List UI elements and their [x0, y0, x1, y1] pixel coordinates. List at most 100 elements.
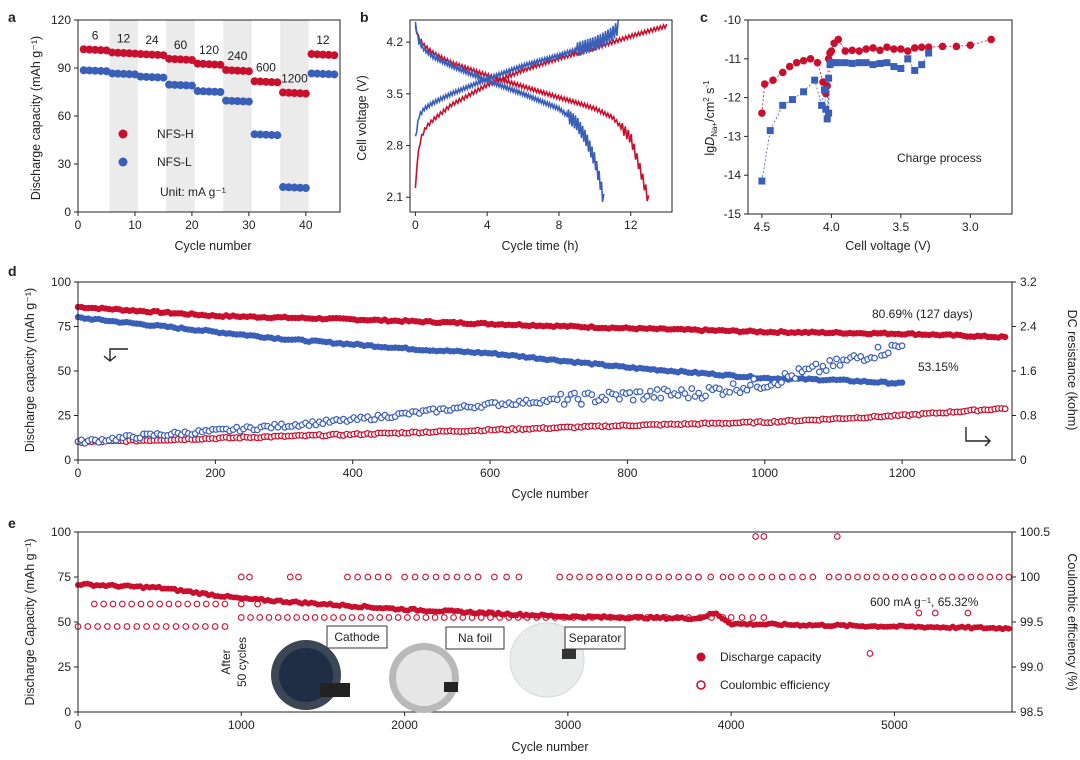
efficiency-point [339, 614, 347, 621]
nfs-l-point [96, 66, 105, 75]
nfs-l-diffusion-point [825, 109, 833, 117]
panel-e-xtick-label: 0 [75, 718, 82, 732]
efficiency-point [118, 600, 126, 608]
voltage-curve-nfs-h-discharge [414, 25, 650, 202]
efficiency-point [760, 614, 768, 621]
panel-c-ytick-label: -15 [724, 207, 742, 221]
efficiency-point [863, 573, 871, 581]
efficiency-point [778, 573, 786, 581]
cathode-label-box [326, 625, 388, 649]
nfs-l-resistance-point [664, 387, 672, 395]
nfs-l-diffusion-point [800, 88, 808, 96]
nfs-l-resistance-point [653, 386, 661, 393]
nfs-l-point [91, 66, 100, 75]
efficiency-point [348, 614, 356, 621]
efficiency-point [443, 573, 450, 581]
nfs-h-point [91, 45, 100, 54]
efficiency-point [364, 573, 372, 581]
panel-c-xtick-label: 4.0 [823, 220, 840, 234]
efficiency-point [1005, 573, 1013, 581]
panel-a-xtick-label: 0 [75, 218, 82, 232]
nfs-l-resistance-point [743, 386, 751, 394]
nfs-l-point [193, 87, 202, 96]
nfs-h-point [313, 50, 322, 59]
efficiency-point [977, 573, 984, 581]
nfs-h-diffusion-point [952, 42, 961, 51]
efficiency-point [94, 623, 101, 630]
nfs-h-point [125, 49, 134, 58]
efficiency-point [825, 573, 833, 581]
efficiency-point [174, 600, 182, 608]
nfs-h-diffusion-point [910, 44, 919, 52]
nfs-h-diffusion-point [792, 58, 801, 67]
nfs-l-resistance-point [688, 385, 696, 392]
x-axis-label-a: Cycle number [174, 239, 251, 253]
legend-label-capacity: Discharge capacity [720, 650, 821, 664]
efficiency-point [727, 573, 735, 581]
rate-label: 24 [145, 33, 159, 47]
panel-e-right-ytick-label: 99.5 [1020, 615, 1044, 629]
nfs-l-resistance-point [857, 353, 865, 360]
nfs-h-diffusion-point [760, 80, 769, 88]
panel-a-ytick-label: 90 [58, 61, 72, 75]
nfs-h-point [261, 77, 270, 86]
nfs-l-point [233, 97, 242, 106]
nfs-l-point [79, 66, 88, 75]
separator-tab [562, 649, 576, 659]
nfs-h-point [279, 88, 288, 97]
nfs-l-resistance-point [871, 354, 878, 362]
efficiency-point [625, 573, 633, 581]
na-foil-label: Na foil [458, 631, 492, 645]
nfs-l-diffusion-point [779, 101, 787, 109]
nfs-h-point [250, 77, 259, 86]
nfs-h-point [182, 55, 191, 64]
efficiency-point [915, 609, 923, 617]
efficiency-point [665, 573, 673, 581]
nfs-l-point [296, 183, 305, 192]
efficiency-point [184, 600, 191, 608]
nfs-l-point [182, 81, 191, 90]
nfs-l-point [216, 88, 225, 96]
panel-d-xtick-label: 800 [617, 466, 637, 480]
nfs-l-resistance-point [674, 392, 682, 399]
panel-b-xtick-label: 4 [484, 218, 491, 232]
nfs-l-resistance-point [657, 394, 665, 402]
efficiency-point [202, 600, 210, 608]
nfs-h-point [284, 88, 293, 97]
nfs-h-point [227, 66, 236, 75]
efficiency-point [453, 573, 461, 581]
panel-d-right-ytick-label: 2.4 [1020, 320, 1037, 334]
panel-a-xtick-label: 20 [185, 218, 199, 232]
rate-band [166, 20, 195, 212]
panel-a-ytick-label: 60 [58, 109, 72, 123]
panel-e-ytick-label: 50 [58, 615, 72, 629]
nfs-l-point [210, 87, 219, 96]
nfs-l-resistance-point [681, 390, 689, 398]
y-axis-label-b: Cell voltage (V) [355, 75, 369, 160]
nfs-l-resistance-point [588, 391, 596, 399]
nfs-h-point [330, 51, 339, 60]
panel-a-ytick-label: 120 [51, 13, 71, 27]
efficiency-point [882, 573, 890, 581]
panel-d-ytick-label: 75 [58, 320, 72, 334]
nfs-h-diffusion-point [966, 41, 975, 50]
nfs-l-resistance-point [791, 375, 799, 382]
nfs-l-resistance-point [650, 394, 658, 401]
nfs-l-point [142, 72, 151, 81]
efficiency-point [123, 623, 131, 630]
nfs-h-point [170, 55, 179, 64]
nfs-l-diffusion-point [869, 61, 877, 69]
nfs-h-point [301, 89, 310, 98]
panel-d-xtick-label: 600 [480, 466, 500, 480]
efficiency-point [586, 573, 593, 581]
left-axis-arrow-icon [103, 348, 128, 362]
panel-c-xtick-label: 3.0 [962, 220, 979, 234]
rate-label: 120 [199, 43, 219, 57]
na-foil-tab [444, 682, 458, 692]
efficiency-point [153, 623, 160, 630]
nfs-h-point [85, 45, 94, 54]
nfs-l-diffusion-point [758, 177, 766, 185]
panel-d-xtick-label: 400 [343, 466, 363, 480]
panel-c-ytick-label: -12 [724, 91, 742, 105]
